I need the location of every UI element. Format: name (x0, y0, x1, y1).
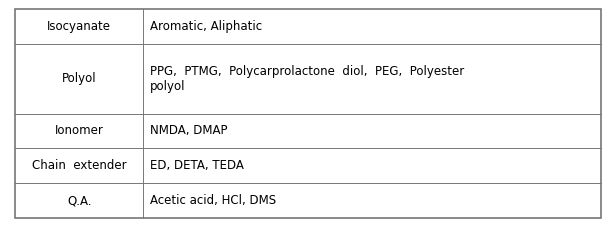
Text: Isocyanate: Isocyanate (47, 20, 111, 33)
Text: Acetic acid, HCl, DMS: Acetic acid, HCl, DMS (150, 194, 277, 207)
Text: polyol: polyol (150, 80, 186, 93)
Text: Q.A.: Q.A. (67, 194, 91, 207)
Text: Ionomer: Ionomer (55, 124, 103, 137)
Text: PPG,  PTMG,  Polycarprolactone  diol,  PEG,  Polyester: PPG, PTMG, Polycarprolactone diol, PEG, … (150, 65, 464, 78)
Text: ED, DETA, TEDA: ED, DETA, TEDA (150, 159, 244, 172)
Text: NMDA, DMAP: NMDA, DMAP (150, 124, 228, 137)
Text: Chain  extender: Chain extender (32, 159, 126, 172)
Text: Polyol: Polyol (62, 72, 97, 85)
Text: Aromatic, Aliphatic: Aromatic, Aliphatic (150, 20, 262, 33)
